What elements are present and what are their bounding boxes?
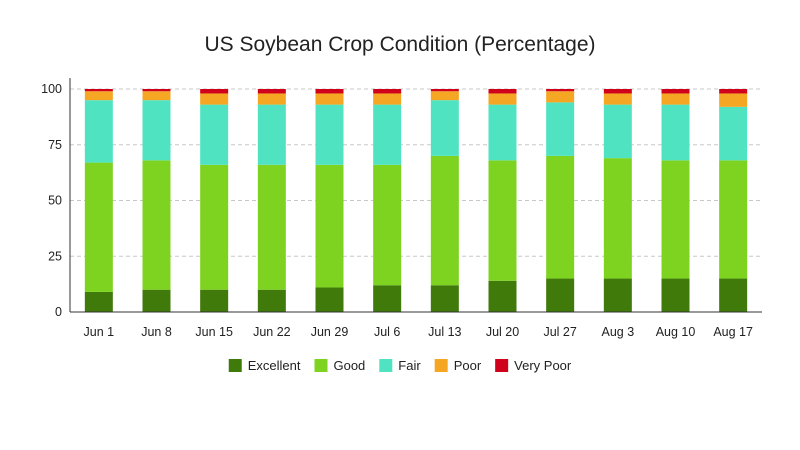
bar-segment-excellent <box>84 291 113 312</box>
x-tick-label: Jun 1 <box>84 325 115 339</box>
bar-segment-good <box>257 164 286 290</box>
bar-segment-very-poor <box>257 89 286 94</box>
bar-segment-excellent <box>200 289 229 312</box>
bar-segment-fair <box>200 104 229 165</box>
bar-segment-fair <box>661 104 690 161</box>
legend-label-good: Good <box>333 358 365 373</box>
bar-segment-poor <box>430 91 459 101</box>
legend-swatch-fair <box>379 359 393 372</box>
legend-label-excellent: Excellent <box>248 358 301 373</box>
bar-segment-good <box>142 160 171 290</box>
legend-swatch-good <box>314 359 328 372</box>
bar-segment-excellent <box>719 278 748 312</box>
bar-segment-poor <box>546 91 575 103</box>
y-tick-label: 100 <box>41 82 62 96</box>
bar-segment-excellent <box>142 289 171 312</box>
bar-segment-fair <box>719 106 748 161</box>
bar-segment-very-poor <box>719 89 748 94</box>
bar-segment-fair <box>603 104 632 159</box>
bar-segment-fair <box>488 104 517 161</box>
y-tick-label: 50 <box>48 194 62 208</box>
x-tick-label: Jul 27 <box>543 325 576 339</box>
bar-segment-good <box>430 155 459 286</box>
bar-segment-good <box>373 164 402 286</box>
x-tick-label: Jun 29 <box>311 325 349 339</box>
y-tick-labels: 0 25 50 75 100 <box>41 82 62 319</box>
bar-segment-poor <box>142 91 171 101</box>
bar-segment-very-poor <box>603 89 632 94</box>
x-tick-label: Jul 20 <box>486 325 519 339</box>
x-tick-label: Jul 6 <box>374 325 400 339</box>
legend: Excellent Good Fair Poor Very Poor <box>228 358 572 373</box>
bar-segment-poor <box>315 93 344 105</box>
x-tick-label: Aug 17 <box>713 325 753 339</box>
bar-segment-very-poor <box>200 89 229 94</box>
bar-segment-fair <box>142 100 171 161</box>
x-tick-label: Jun 15 <box>195 325 233 339</box>
bar-segment-excellent <box>488 280 517 312</box>
bar-segment-poor <box>257 93 286 105</box>
bar-segment-good <box>488 160 517 281</box>
y-tick-label: 25 <box>48 249 62 263</box>
bar-segment-very-poor <box>84 89 113 92</box>
x-tick-label: Aug 10 <box>656 325 696 339</box>
bar-segment-good <box>603 158 632 279</box>
bar-segment-excellent <box>546 278 575 312</box>
bar-segment-very-poor <box>142 89 171 92</box>
bar-segment-fair <box>546 102 575 156</box>
x-tick-label: Jun 22 <box>253 325 291 339</box>
bar-segment-poor <box>373 93 402 105</box>
bar-segment-excellent <box>257 289 286 312</box>
chart-title: US Soybean Crop Condition (Percentage) <box>204 33 596 56</box>
bar-segment-poor <box>661 93 690 105</box>
bar-segment-poor <box>488 93 517 105</box>
bar-segment-poor <box>84 91 113 101</box>
legend-label-fair: Fair <box>398 358 421 373</box>
bar-segment-very-poor <box>488 89 517 94</box>
bar-segment-excellent <box>603 278 632 312</box>
legend-label-very-poor: Very Poor <box>514 358 572 373</box>
legend-label-poor: Poor <box>454 358 482 373</box>
bar-segment-good <box>661 160 690 279</box>
x-tick-label: Jul 13 <box>428 325 461 339</box>
bar-segment-very-poor <box>315 89 344 94</box>
gridlines <box>70 88 762 257</box>
bar-segment-excellent <box>661 278 690 312</box>
bar-segment-fair <box>257 104 286 165</box>
bars <box>84 89 748 312</box>
x-tick-label: Aug 3 <box>601 325 634 339</box>
bar-segment-fair <box>373 104 402 165</box>
legend-swatch-excellent <box>228 359 242 372</box>
bar-segment-good <box>84 162 113 292</box>
bar-segment-fair <box>84 100 113 163</box>
bar-segment-good <box>719 160 748 279</box>
bar-segment-fair <box>315 104 344 165</box>
bar-segment-excellent <box>315 287 344 312</box>
bar-segment-very-poor <box>546 89 575 92</box>
bar-segment-good <box>200 164 229 290</box>
y-tick-label: 0 <box>55 305 62 319</box>
x-tick-labels: Jun 1 Jun 8 Jun 15 Jun 22 Jun 29 Jul 6 Jul 13 J… <box>84 325 753 339</box>
bar-segment-excellent <box>373 285 402 312</box>
bar-segment-poor <box>603 93 632 105</box>
bar-segment-poor <box>719 93 748 107</box>
legend-swatch-very-poor <box>495 359 509 372</box>
bar-segment-very-poor <box>661 89 690 94</box>
bar-segment-very-poor <box>373 89 402 94</box>
y-tick-label: 75 <box>48 138 62 152</box>
legend-swatch-poor <box>434 359 448 372</box>
bar-segment-good <box>315 164 344 288</box>
bar-segment-good <box>546 155 575 279</box>
bar-segment-poor <box>200 93 229 105</box>
bar-segment-fair <box>430 100 459 156</box>
bar-segment-very-poor <box>430 89 459 92</box>
bar-segment-excellent <box>430 285 459 312</box>
axes <box>69 78 762 313</box>
x-tick-label: Jun 8 <box>141 325 172 339</box>
